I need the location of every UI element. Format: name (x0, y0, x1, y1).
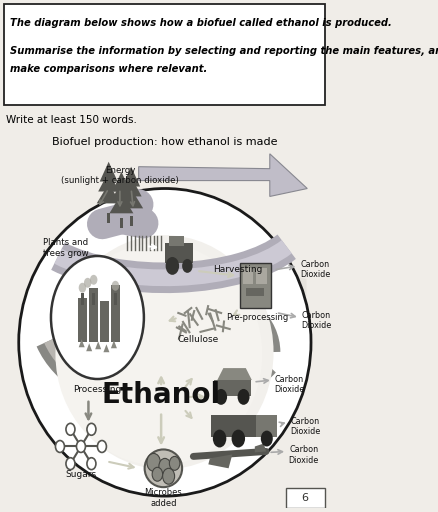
Circle shape (97, 440, 106, 453)
Polygon shape (103, 344, 109, 352)
Circle shape (152, 467, 162, 481)
Polygon shape (217, 368, 251, 380)
Bar (213, 380, 251, 396)
Bar (165, 243, 193, 263)
Bar (239, 263, 271, 308)
Circle shape (260, 431, 272, 446)
Circle shape (111, 281, 119, 291)
Text: Processing: Processing (73, 385, 121, 394)
Text: l: l (142, 244, 187, 371)
Text: Harvesting: Harvesting (213, 265, 262, 274)
Polygon shape (96, 184, 120, 203)
Polygon shape (111, 340, 117, 348)
Text: Ethanol: Ethanol (101, 381, 220, 409)
Bar (89, 288, 98, 343)
Bar (169, 236, 184, 246)
Text: s: s (237, 249, 316, 376)
Circle shape (87, 458, 96, 470)
Text: Carbon
Dioxide: Carbon Dioxide (274, 375, 304, 394)
Polygon shape (109, 194, 133, 214)
Polygon shape (254, 443, 265, 453)
Polygon shape (122, 167, 140, 186)
Bar (111, 285, 120, 343)
Bar (242, 268, 253, 284)
Circle shape (51, 256, 144, 379)
Text: Microbes
added: Microbes added (144, 488, 182, 507)
Circle shape (215, 389, 226, 405)
Bar (120, 218, 123, 228)
Text: Energy
(sunlight + carbon dioxide): Energy (sunlight + carbon dioxide) (61, 166, 178, 185)
Bar (256, 415, 277, 437)
Text: Carbon
Dioxide: Carbon Dioxide (288, 445, 318, 465)
Text: The diagram below shows how a biofuel called ethanol is produced.: The diagram below shows how a biofuel ca… (11, 18, 391, 28)
FancyBboxPatch shape (4, 4, 325, 105)
Circle shape (162, 468, 174, 484)
Polygon shape (98, 172, 119, 191)
Text: Carbon
Dioxide: Carbon Dioxide (300, 311, 331, 330)
Bar (78, 297, 87, 343)
Circle shape (55, 440, 64, 453)
Text: 6: 6 (301, 493, 308, 503)
Circle shape (169, 456, 180, 471)
Text: Summarise the information by selecting and reporting the main features, and: Summarise the information by selecting a… (11, 46, 438, 56)
Text: Pre-processing: Pre-processing (226, 312, 287, 322)
Circle shape (182, 259, 192, 273)
Text: Carbon
Dioxide: Carbon Dioxide (299, 260, 329, 280)
Bar (99, 301, 109, 343)
Circle shape (87, 423, 96, 435)
Ellipse shape (19, 188, 310, 496)
Bar (211, 415, 261, 437)
Polygon shape (86, 344, 92, 351)
Circle shape (90, 275, 97, 285)
Polygon shape (78, 339, 85, 347)
Circle shape (147, 454, 160, 471)
Circle shape (231, 430, 244, 447)
Polygon shape (120, 177, 141, 197)
Circle shape (66, 423, 75, 435)
Ellipse shape (55, 243, 261, 465)
Text: Sugars: Sugars (65, 471, 96, 479)
Polygon shape (208, 455, 232, 468)
Text: make comparisons where relevant.: make comparisons where relevant. (11, 63, 207, 74)
Bar (107, 214, 110, 223)
Text: e: e (67, 259, 157, 386)
Ellipse shape (56, 235, 273, 470)
Text: Cellulose: Cellulose (177, 335, 219, 345)
Bar (245, 288, 263, 295)
Bar (256, 268, 266, 284)
Ellipse shape (144, 450, 182, 487)
Polygon shape (138, 154, 307, 197)
Circle shape (84, 278, 91, 288)
Circle shape (159, 458, 170, 474)
Bar (92, 293, 95, 305)
Text: Biofuel production: how ethanol is made: Biofuel production: how ethanol is made (52, 137, 277, 147)
Circle shape (76, 440, 85, 453)
Circle shape (78, 283, 86, 293)
Bar (113, 293, 117, 305)
Polygon shape (99, 162, 117, 182)
Polygon shape (112, 172, 130, 191)
Circle shape (212, 430, 226, 447)
Circle shape (66, 458, 75, 470)
Bar (81, 293, 84, 305)
FancyBboxPatch shape (285, 488, 324, 508)
Text: Plants and
trees grow: Plants and trees grow (43, 238, 88, 258)
Polygon shape (119, 188, 143, 208)
Text: Carbon
Dioxide: Carbon Dioxide (290, 417, 320, 436)
Text: i: i (37, 244, 82, 371)
Bar (129, 216, 132, 226)
Text: t: t (189, 259, 252, 386)
Polygon shape (95, 342, 101, 349)
Text: Write at least 150 words.: Write at least 150 words. (6, 115, 137, 125)
Polygon shape (111, 182, 131, 201)
Circle shape (237, 389, 249, 405)
Circle shape (165, 257, 179, 275)
